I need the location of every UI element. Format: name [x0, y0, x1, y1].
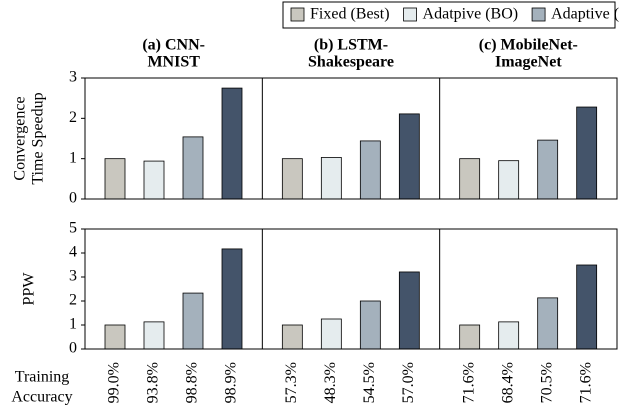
y-tick-label: 0 [69, 190, 77, 207]
panel-title: Shakespeare [308, 54, 394, 71]
bar [104, 158, 126, 200]
x-tick-label: 57.3% [283, 362, 300, 403]
bar [320, 157, 342, 200]
bar [359, 300, 381, 350]
y-tick-label: 5 [69, 220, 77, 237]
legend-swatch [403, 7, 417, 22]
legend-swatch [531, 7, 546, 22]
panel-title: MNIST [147, 54, 200, 71]
legend-label: Adaptive (GA) [551, 6, 619, 23]
y-tick-label: 0 [69, 340, 77, 357]
bar [104, 324, 126, 350]
x-tick-label: 54.5% [361, 362, 378, 403]
plot-frame [84, 228, 618, 350]
x-tick-label: 57.0% [400, 362, 417, 403]
x-tick-label: 98.8% [184, 362, 201, 403]
bar [498, 321, 520, 350]
y-tick-label: 2 [69, 109, 77, 126]
bar [182, 292, 204, 350]
bar [537, 297, 559, 350]
legend-box [282, 1, 616, 29]
legend-swatch [290, 7, 305, 22]
x-tick-label: 93.8% [145, 362, 162, 403]
bar [281, 324, 303, 350]
bar [221, 87, 243, 200]
panel-title: ImageNet [495, 54, 562, 71]
x-axis-label: Accuracy [11, 389, 72, 406]
bar [537, 139, 559, 200]
y-tick-label: 4 [69, 244, 77, 261]
bar [576, 264, 598, 350]
bar [143, 321, 165, 350]
bar [143, 160, 165, 200]
y-tick-label: 3 [69, 69, 77, 86]
bar [182, 136, 204, 200]
bar [576, 106, 598, 200]
bar [398, 271, 420, 350]
y-tick-label: 1 [69, 316, 77, 333]
x-tick-label: 48.3% [322, 362, 339, 403]
bar [221, 248, 243, 350]
bar [359, 140, 381, 200]
plot-frame [84, 77, 618, 200]
x-tick-label: 98.9% [223, 362, 240, 403]
panel-title: (a) CNN- [142, 37, 205, 54]
panel-title: (b) LSTM- [314, 37, 388, 54]
x-tick-label: 71.6% [460, 362, 477, 403]
bar [281, 158, 303, 200]
panel-title: (c) MobileNet- [479, 37, 578, 54]
x-tick-label: 99.0% [106, 362, 123, 403]
x-axis-label: Training [15, 369, 70, 386]
x-tick-label: 68.4% [499, 362, 516, 403]
y-tick-label: 3 [69, 268, 77, 285]
x-tick-label: 71.6% [577, 362, 594, 403]
y-axis-label: Time Speedup [30, 92, 47, 184]
bar [459, 324, 481, 350]
y-tick-label: 1 [69, 149, 77, 166]
bar [459, 158, 481, 200]
x-tick-label: 70.5% [538, 362, 555, 403]
bar [498, 160, 520, 200]
y-axis-label: PPW [21, 272, 38, 306]
bar [398, 113, 420, 200]
y-axis-label: Convergence [12, 96, 29, 180]
legend-label: Adatpive (BO) [423, 6, 519, 23]
legend-label: Fixed (Best) [310, 6, 390, 23]
y-tick-label: 2 [69, 292, 77, 309]
bar [320, 318, 342, 350]
